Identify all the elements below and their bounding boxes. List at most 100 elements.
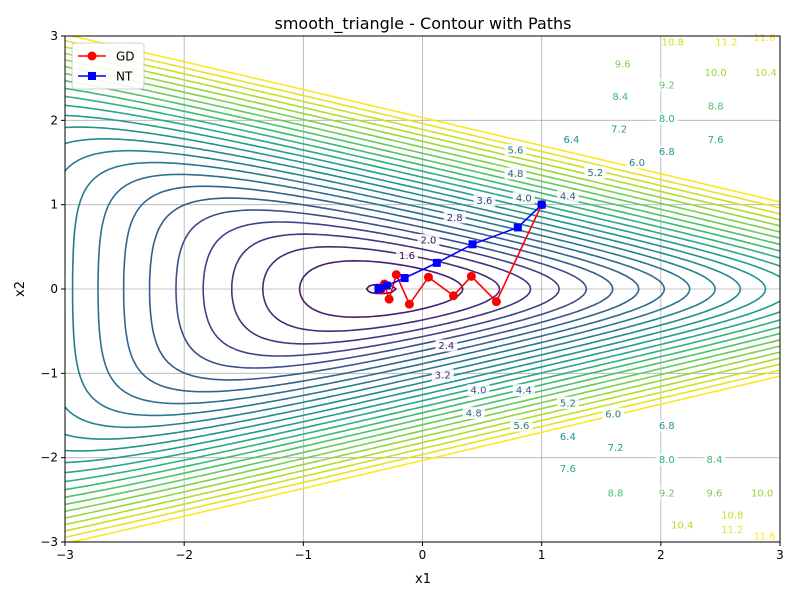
x-tick-label: −1 [294,548,312,562]
contour-label-bg [510,419,533,432]
legend-marker-gd [87,51,97,61]
contour-label: 11.2 [721,525,743,536]
contour-label: 8.4 [612,92,628,103]
contour-label-bg [417,234,440,247]
y-tick-label: 1 [50,198,58,212]
x-tick-label: −3 [56,548,74,562]
gd-point [423,272,433,282]
contour-label: 10.8 [721,511,743,522]
contour-label-bg [753,31,776,44]
contour-label: 3.6 [477,196,493,207]
contour-label-bg [661,35,684,48]
contour-label: 6.0 [605,409,621,420]
contour-line [231,233,532,345]
gd-point [466,271,476,281]
contour-line [175,209,588,369]
contour-label: 4.4 [516,386,532,397]
contour-label: 10.0 [751,489,773,500]
contour-label-bg [751,487,774,500]
contour-label-bg [512,191,535,204]
contour-label: 2.4 [438,341,454,352]
contour-label-bg [715,35,738,48]
nt-point [374,285,383,293]
contour-lines [65,36,780,542]
contour-label-bg [655,112,678,125]
contour-label-bg [467,384,490,397]
contour-label-bg [443,211,466,224]
contour-label: 5.2 [560,398,576,409]
contour-label: 7.6 [560,464,576,475]
contour-label: 7.2 [611,124,627,135]
contour-label: 3.2 [435,371,451,382]
contour-label: 5.6 [507,145,523,156]
contour-label-bg [655,453,678,466]
contour-label-bg [703,453,726,466]
contour-label-bg [556,396,579,409]
contour-line [65,114,780,464]
contour-label-bg [721,509,744,522]
contour-label-bg [602,407,625,420]
contour-label: 4.4 [560,192,576,203]
contour-line [65,39,780,539]
contour-label-bg [655,419,678,432]
gd-point [491,297,501,307]
nt-point [468,240,477,249]
contour-line [65,46,780,532]
contour-label: 6.8 [659,147,675,158]
contour-label: 9.6 [615,59,631,70]
y-tick-label: 0 [50,282,58,296]
nt-point [382,281,391,290]
contour-label-bg [608,122,631,135]
contour-label-bg [671,519,694,532]
contour-label: 9.2 [659,489,675,500]
contour-label: 8.8 [608,489,624,500]
y-axis-label: x2 [13,281,28,297]
contour-label-bg [556,430,579,443]
contour-label-bg [703,487,726,500]
contour-line [122,185,640,393]
gd-point [391,270,401,280]
x-tick-label: 0 [419,548,427,562]
contour-label-bg [504,143,527,156]
contour-label: 6.4 [560,432,576,443]
contour-line [65,59,780,519]
contour-label: 4.0 [471,386,487,397]
contour-label-bg [753,530,776,543]
contour-label: 9.6 [707,489,723,500]
contour-label-bg [721,523,744,536]
nt-point [400,274,409,283]
y-tick-label: −3 [40,535,58,549]
contour-label-bg [626,156,648,169]
contour-label: 10.4 [755,68,777,79]
contour-line [148,197,614,381]
contour-line [71,161,691,417]
contour-label: 2.0 [421,236,437,247]
contour-label: 5.6 [513,421,529,432]
y-tick-label: 2 [50,113,58,127]
contour-label: 10.4 [671,521,693,532]
contour-label: 8.8 [708,101,724,112]
legend: GD NT [71,42,145,90]
contour-labels: 1.6 2.0 2.8 3.6 4.0 4.4 4.8 5.2 5.6 6.0 6.4 6.8 7.2 7… [396,31,777,543]
contour-label-bg [704,99,727,112]
x-tick-label: −2 [175,548,193,562]
contour-label-bg [512,384,535,397]
contour-line [202,221,560,357]
contour-label-bg [704,66,727,79]
contour-line [65,79,780,499]
contour-label-bg [435,339,458,352]
legend-marker-nt [88,72,96,80]
gd-point [448,291,458,301]
contour-label: 8.4 [707,455,723,466]
contour-label: 8.0 [659,114,675,125]
contour-line [97,173,666,405]
x-axis-label: x1 [415,572,431,587]
contour-label: 1.6 [399,251,415,262]
contour-label: 10.0 [705,68,727,79]
contour-label-bg [604,487,627,500]
contour-label-bg [462,406,485,419]
contour-label: 11.6 [753,33,775,44]
contour-line [262,246,501,332]
